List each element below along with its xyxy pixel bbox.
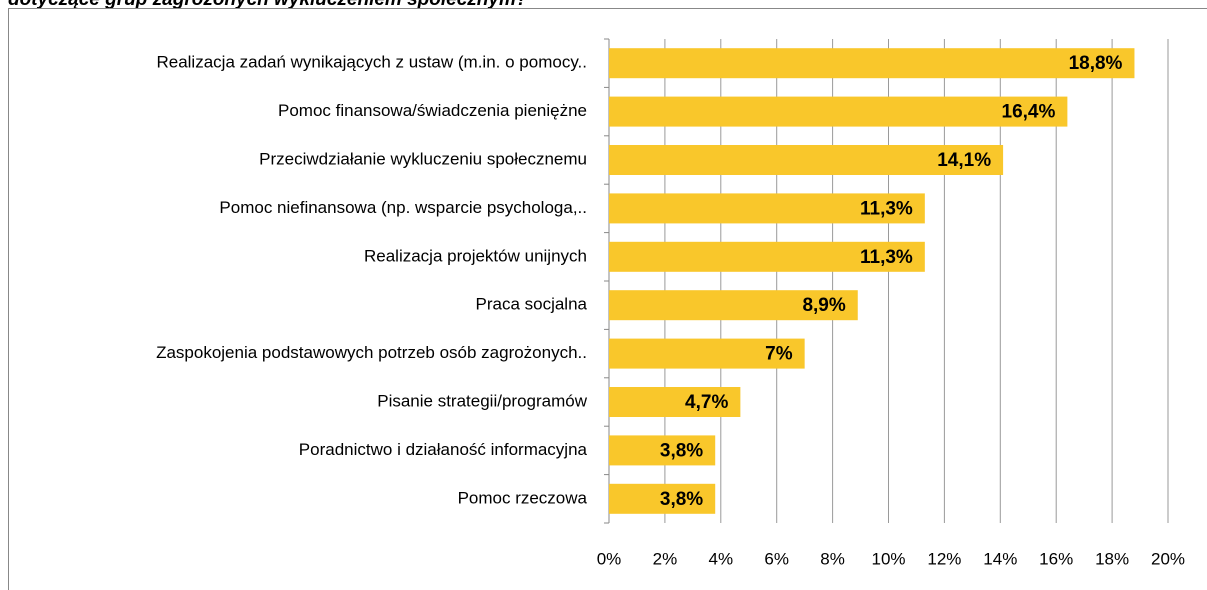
x-tick-label: 4% — [709, 549, 734, 568]
y-tick-label: Pomoc rzeczowa — [458, 488, 588, 507]
x-tick-label: 14% — [983, 549, 1017, 568]
y-tick-label: Poradnictwo i działaność informacyjna — [299, 440, 588, 459]
value-label: 11,3% — [860, 198, 913, 219]
y-tick-label: Pomoc finansowa/świadczenia pieniężne — [278, 101, 587, 120]
x-tick-label: 18% — [1095, 549, 1129, 568]
bar — [609, 338, 805, 369]
bar — [609, 290, 858, 321]
chart-title: dotyczące grup zagrożonych wykluczeniem … — [8, 0, 528, 10]
bar — [609, 193, 925, 224]
x-tick-label: 6% — [764, 549, 789, 568]
value-label: 8,9% — [802, 295, 845, 316]
bar — [609, 387, 741, 417]
x-tick-label: 2% — [653, 549, 678, 568]
y-tick-label: Pisanie strategii/programów — [377, 391, 587, 410]
x-tick-label: 8% — [820, 549, 845, 568]
bar — [609, 96, 1068, 127]
value-label: 16,4% — [1002, 102, 1056, 123]
x-tick-label: 20% — [1151, 549, 1185, 568]
bar — [609, 241, 925, 272]
y-tick-label: Praca socjalna — [475, 295, 587, 314]
value-label: 18,8% — [1069, 53, 1123, 74]
bar — [609, 48, 1135, 79]
x-tick-label: 0% — [597, 549, 622, 568]
x-tick-label: 16% — [1039, 549, 1073, 568]
value-label: 14,1% — [937, 150, 991, 171]
x-tick-label: 12% — [927, 549, 961, 568]
value-label: 3,8% — [660, 440, 703, 461]
y-tick-label: Pomoc niefinansowa (np. wsparcie psychol… — [219, 198, 587, 217]
y-tick-label: Realizacja zadań wynikających z ustaw (m… — [156, 53, 587, 72]
x-tick-label: 10% — [871, 549, 905, 568]
value-label: 7% — [765, 344, 793, 365]
value-label: 11,3% — [860, 247, 913, 268]
value-label: 4,7% — [685, 392, 728, 413]
y-tick-label: Realizacja projektów unijnych — [364, 246, 587, 265]
y-tick-label: Przeciwdziałanie wykluczeniu społecznemu — [259, 149, 587, 168]
bar — [609, 483, 716, 514]
y-tick-label: Zaspokojenia podstawowych potrzeb osób z… — [156, 343, 587, 362]
bar — [609, 435, 716, 466]
bar — [609, 145, 1004, 175]
value-label: 3,8% — [660, 489, 703, 510]
